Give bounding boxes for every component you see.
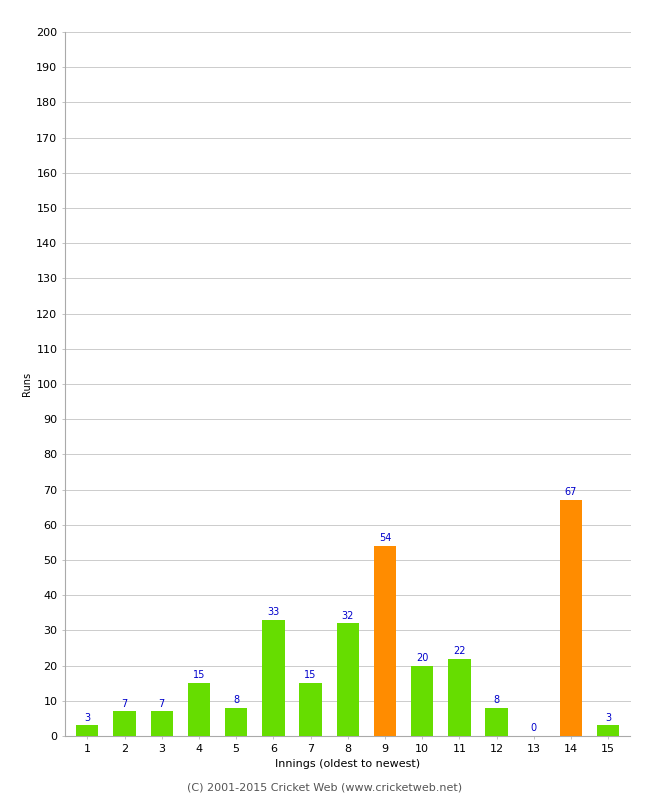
Text: 8: 8: [233, 695, 239, 705]
Bar: [486, 708, 508, 736]
Bar: [448, 658, 471, 736]
X-axis label: Innings (oldest to newest): Innings (oldest to newest): [275, 759, 421, 769]
Text: (C) 2001-2015 Cricket Web (www.cricketweb.net): (C) 2001-2015 Cricket Web (www.cricketwe…: [187, 782, 463, 792]
Text: 15: 15: [304, 670, 317, 680]
Text: 22: 22: [453, 646, 465, 656]
Text: 3: 3: [84, 713, 90, 722]
Text: 33: 33: [267, 607, 280, 617]
Text: 32: 32: [341, 610, 354, 621]
Bar: [374, 546, 396, 736]
Text: 7: 7: [122, 698, 127, 709]
Bar: [188, 683, 210, 736]
Bar: [262, 620, 285, 736]
Text: 0: 0: [530, 723, 537, 733]
Bar: [113, 711, 136, 736]
Text: 7: 7: [159, 698, 165, 709]
Bar: [560, 500, 582, 736]
Text: 54: 54: [379, 533, 391, 543]
Bar: [151, 711, 173, 736]
Bar: [337, 623, 359, 736]
Text: 15: 15: [193, 670, 205, 680]
Text: 8: 8: [493, 695, 500, 705]
Y-axis label: Runs: Runs: [22, 372, 32, 396]
Bar: [411, 666, 434, 736]
Text: 20: 20: [416, 653, 428, 662]
Bar: [225, 708, 247, 736]
Text: 3: 3: [605, 713, 611, 722]
Text: 67: 67: [565, 487, 577, 498]
Bar: [300, 683, 322, 736]
Bar: [597, 726, 619, 736]
Bar: [76, 726, 99, 736]
